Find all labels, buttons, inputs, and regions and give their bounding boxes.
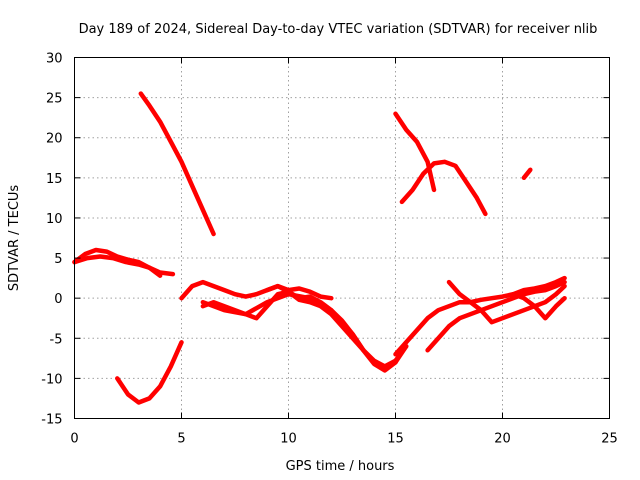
plot-frame bbox=[74, 57, 610, 419]
x-tick-label: 25 bbox=[601, 432, 618, 447]
series-arc-9 bbox=[393, 275, 567, 357]
series-arc-2 bbox=[72, 254, 163, 278]
x-tick-label: 20 bbox=[494, 432, 511, 447]
series-arc-11 bbox=[446, 279, 567, 325]
series-arc-7 bbox=[200, 291, 398, 373]
chart-title: Day 189 of 2024, Sidereal Day-to-day VTE… bbox=[79, 22, 598, 37]
x-tick-label: 15 bbox=[387, 432, 404, 447]
data-series-group bbox=[72, 91, 567, 405]
series-arc-4 bbox=[115, 340, 184, 405]
y-tick-label: 10 bbox=[46, 212, 63, 227]
y-tick-label: 25 bbox=[46, 92, 63, 107]
y-axis-label: SDTVAR / TECUs bbox=[7, 185, 22, 292]
y-tick-label: 5 bbox=[54, 252, 62, 267]
y-tick-label: 0 bbox=[54, 292, 62, 307]
y-tick-label: -15 bbox=[41, 413, 62, 428]
x-tick-label: 0 bbox=[70, 432, 78, 447]
y-tick-label: 15 bbox=[46, 172, 63, 187]
series-arc-10 bbox=[425, 279, 567, 353]
series-arc-3 bbox=[138, 91, 216, 237]
series-arc-15 bbox=[521, 167, 533, 181]
x-axis-label: GPS time / hours bbox=[286, 459, 395, 474]
y-tick-label: -5 bbox=[50, 332, 63, 347]
series-arc-12 bbox=[510, 291, 567, 321]
y-tick-label: 30 bbox=[46, 52, 63, 67]
series-arc-8 bbox=[264, 283, 409, 369]
y-tick-label: -10 bbox=[41, 372, 62, 387]
y-tick-label: 20 bbox=[46, 132, 63, 147]
series-arc-14 bbox=[399, 159, 488, 217]
x-tick-label: 5 bbox=[177, 432, 185, 447]
axis-ticks: 0 5 10 15 20 25 -15 -10 -5 0 5 10 15 20 25 30 bbox=[41, 52, 618, 447]
series-arc-5 bbox=[179, 279, 334, 301]
x-tick-label: 10 bbox=[280, 432, 297, 447]
series-arc-13 bbox=[393, 111, 437, 193]
